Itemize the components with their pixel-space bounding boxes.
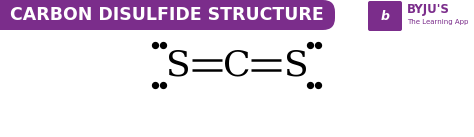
Point: [159, 84, 167, 86]
Text: The Learning App: The Learning App: [407, 19, 468, 25]
Text: CARBON DISULFIDE STRUCTURE: CARBON DISULFIDE STRUCTURE: [10, 6, 324, 24]
Point: [306, 84, 314, 86]
Point: [151, 44, 159, 46]
FancyBboxPatch shape: [368, 1, 402, 31]
Text: S: S: [166, 48, 191, 82]
Point: [314, 84, 322, 86]
Text: C: C: [223, 48, 251, 82]
Point: [314, 44, 322, 46]
Point: [159, 44, 167, 46]
Text: b: b: [381, 9, 390, 22]
Point: [151, 84, 159, 86]
Text: BYJU'S: BYJU'S: [407, 4, 450, 16]
Bar: [0, 0, 20, 30]
Point: [306, 44, 314, 46]
Text: S: S: [283, 48, 308, 82]
FancyBboxPatch shape: [0, 0, 335, 30]
